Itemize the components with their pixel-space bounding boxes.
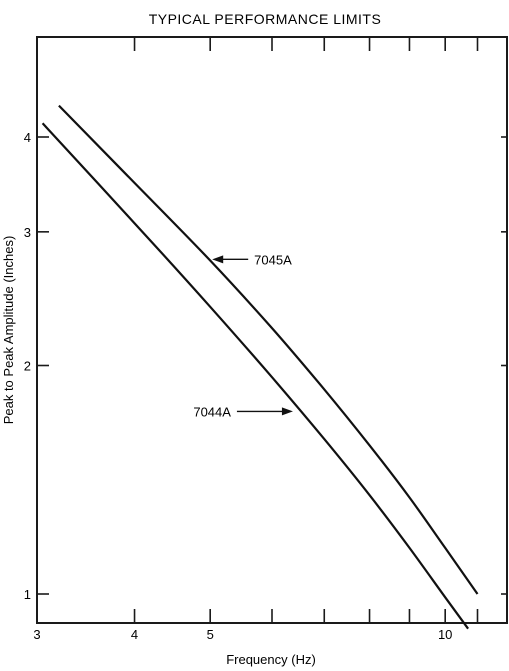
x-tick-label: 10 — [438, 627, 452, 642]
y-tick-label: 4 — [24, 130, 31, 145]
series-annotations: 7045A 7044A — [193, 252, 293, 419]
series-line-7044a — [41, 122, 469, 630]
series-line-7045a — [58, 104, 479, 595]
series-lines — [41, 104, 479, 630]
y-axis-tick-labels: 1 2 3 4 — [24, 130, 31, 602]
y-tick-label: 1 — [24, 587, 31, 602]
x-tick-label: 3 — [33, 627, 40, 642]
x-tick-label: 5 — [207, 627, 214, 642]
x-axis-tick-labels: 3 4 5 10 — [33, 627, 452, 642]
y-axis-label: Peak to Peak Amplitude (Inches) — [1, 236, 16, 425]
annotation-7044a: 7044A — [193, 404, 293, 419]
annotation-7045a: 7045A — [212, 252, 292, 267]
x-axis-ticks — [133, 37, 479, 623]
chart-title: TYPICAL PERFORMANCE LIMITS — [149, 11, 382, 27]
y-tick-label: 2 — [24, 359, 31, 374]
annotation-label: 7045A — [254, 252, 292, 267]
annotation-arrowhead — [212, 255, 224, 264]
y-tick-label: 3 — [24, 225, 31, 240]
y-axis-ticks — [37, 136, 507, 595]
annotation-label: 7044A — [193, 404, 231, 419]
x-axis-label: Frequency (Hz) — [226, 652, 316, 667]
annotation-arrowhead — [281, 407, 293, 416]
x-tick-label: 4 — [131, 627, 138, 642]
